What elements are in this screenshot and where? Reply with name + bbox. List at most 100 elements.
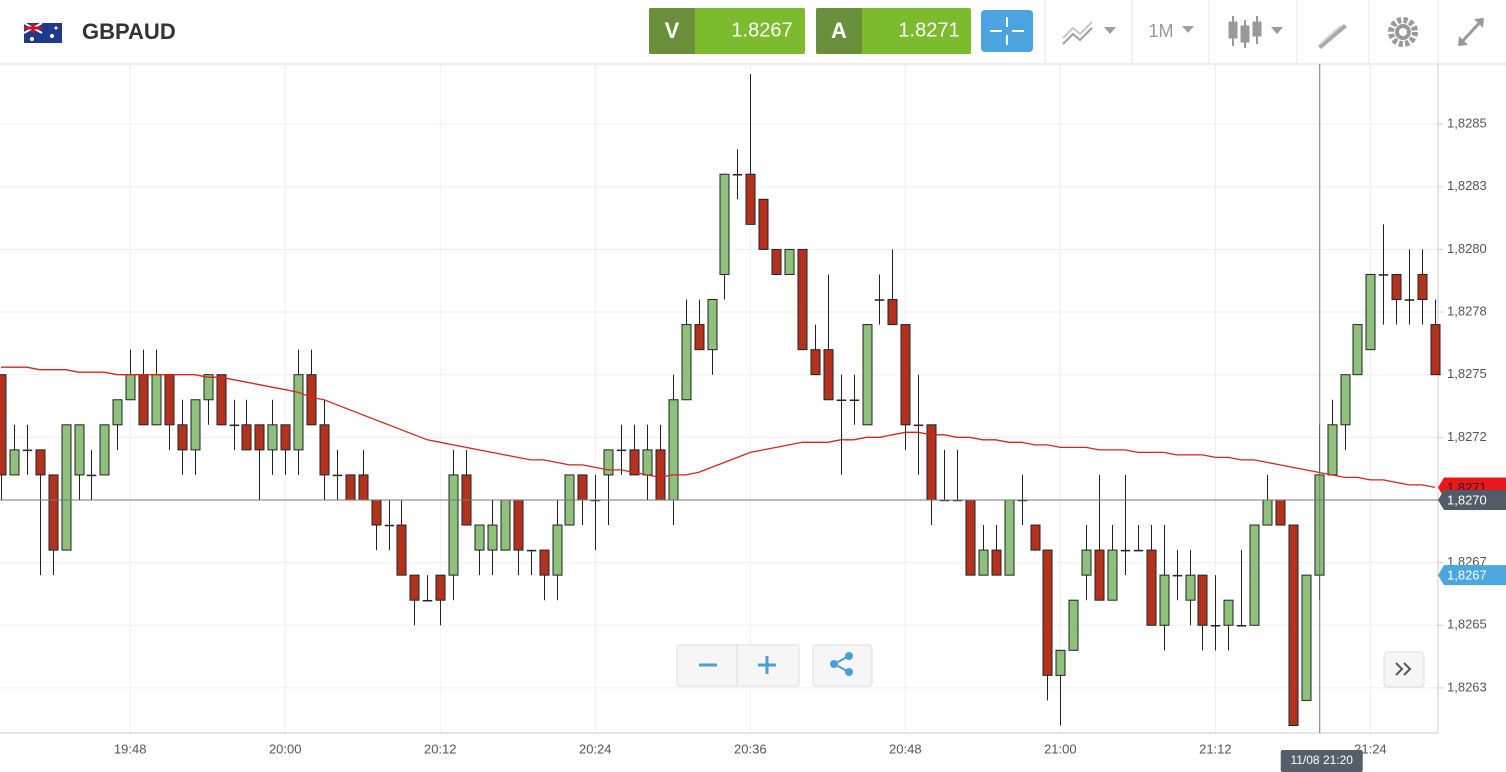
candle-body (978, 549, 989, 576)
candle-body (1133, 549, 1144, 552)
share-dot (845, 668, 853, 676)
timeframe: 1M (1148, 21, 1173, 41)
candle-body (125, 374, 136, 401)
price-tag (1438, 489, 1506, 510)
candle-body (1004, 499, 1015, 576)
candle-body (1030, 524, 1041, 551)
candle-body (384, 524, 395, 527)
fullscreen-button[interactable] (1458, 18, 1484, 46)
candle-body (926, 424, 937, 501)
candle-body (487, 524, 498, 551)
candle-body (784, 248, 795, 275)
toolbar-separators (1044, 0, 1439, 64)
candle-body (603, 449, 614, 476)
candle-body (164, 374, 175, 426)
candle-body (849, 399, 860, 402)
candle-body (874, 299, 885, 301)
candle-body (1262, 499, 1273, 526)
settings-button[interactable] (1388, 17, 1418, 47)
candle-body (1081, 549, 1092, 576)
candle-body (1327, 424, 1338, 476)
crosshair-time-box (1280, 750, 1363, 772)
y-tick-label: 1,8263 (1447, 679, 1487, 694)
candle-body (1378, 274, 1389, 276)
candle-body (74, 424, 85, 476)
sell-button[interactable]: V 1.8267 (649, 8, 805, 54)
candle-body (151, 374, 162, 426)
x-tick-label: 20:12 (424, 741, 457, 756)
candle-body (409, 574, 420, 601)
candle-body (642, 449, 653, 476)
y-tick-label: 1,8283 (1447, 178, 1487, 193)
candle-body (655, 449, 666, 501)
crosshair-button[interactable] (981, 10, 1033, 52)
candle-body (371, 499, 382, 526)
buy-price: 1.8271 (898, 19, 959, 41)
sell-price: 1.8267 (731, 19, 792, 41)
candle-body (345, 474, 356, 501)
candle-body (552, 524, 563, 576)
zoom-in-button[interactable] (758, 656, 776, 674)
candle-body (719, 173, 730, 275)
candle-body (1159, 574, 1170, 626)
candle-body (1352, 324, 1363, 376)
share-button[interactable] (812, 644, 873, 687)
x-tick-label: 20:00 (269, 741, 302, 756)
candle-body (758, 198, 769, 250)
candle-body (9, 449, 20, 476)
candle-body (965, 499, 976, 576)
timeframe-button[interactable]: 1M (1148, 21, 1194, 41)
candle-body (745, 173, 756, 225)
sell-label: V (665, 18, 680, 43)
candle-body (396, 524, 407, 576)
candle-body (1094, 549, 1105, 601)
candle-body (241, 424, 252, 451)
candle-body (267, 424, 278, 451)
candle-body (306, 374, 317, 426)
candle-body (1404, 299, 1415, 301)
candle-body (229, 424, 240, 427)
price-tag (1438, 565, 1506, 586)
candle-body (203, 374, 214, 401)
candle-body (35, 449, 46, 476)
x-tick-label: 20:36 (734, 741, 767, 756)
candle-body (771, 248, 782, 275)
y-tick-label: 1,8275 (1447, 366, 1487, 381)
candle-body (22, 449, 33, 452)
chart-type-button[interactable] (1228, 16, 1283, 48)
scroll-box (1383, 651, 1425, 688)
y-tick-label: 1,8280 (1447, 241, 1487, 256)
candle-body (254, 424, 265, 451)
x-tick-label: 19:48 (114, 741, 147, 756)
buy-label: A (831, 18, 847, 43)
candle-body (1055, 649, 1066, 676)
x-tick-label: 21:12 (1199, 741, 1232, 756)
price-tag-label: 1,8270 (1447, 492, 1487, 507)
candle-body (862, 324, 873, 426)
draw-button[interactable] (1318, 24, 1347, 49)
candle-body (1391, 273, 1402, 301)
share-dot (845, 652, 853, 660)
moving-average (1, 366, 1436, 489)
candle-body (1223, 599, 1234, 626)
y-tick-label: 1,8272 (1447, 429, 1487, 444)
candle-body (138, 374, 149, 426)
candle-body (293, 374, 304, 451)
zoom-box (676, 644, 800, 687)
candle-body (280, 424, 291, 451)
candle-body (668, 399, 679, 501)
indicator-button[interactable] (1062, 21, 1116, 45)
candle-body (732, 173, 743, 176)
candle-body (797, 248, 808, 351)
crosshair-time: 11/08 21:20 (1290, 753, 1353, 767)
candle-body (1172, 574, 1183, 577)
candle-body (1210, 625, 1221, 627)
candle-body (99, 424, 110, 476)
candle-body (319, 424, 330, 476)
buy-button[interactable]: A 1.8271 (816, 8, 971, 54)
flag (23, 22, 62, 43)
candle-body (539, 549, 550, 576)
scroll-right-button[interactable] (1383, 651, 1425, 688)
